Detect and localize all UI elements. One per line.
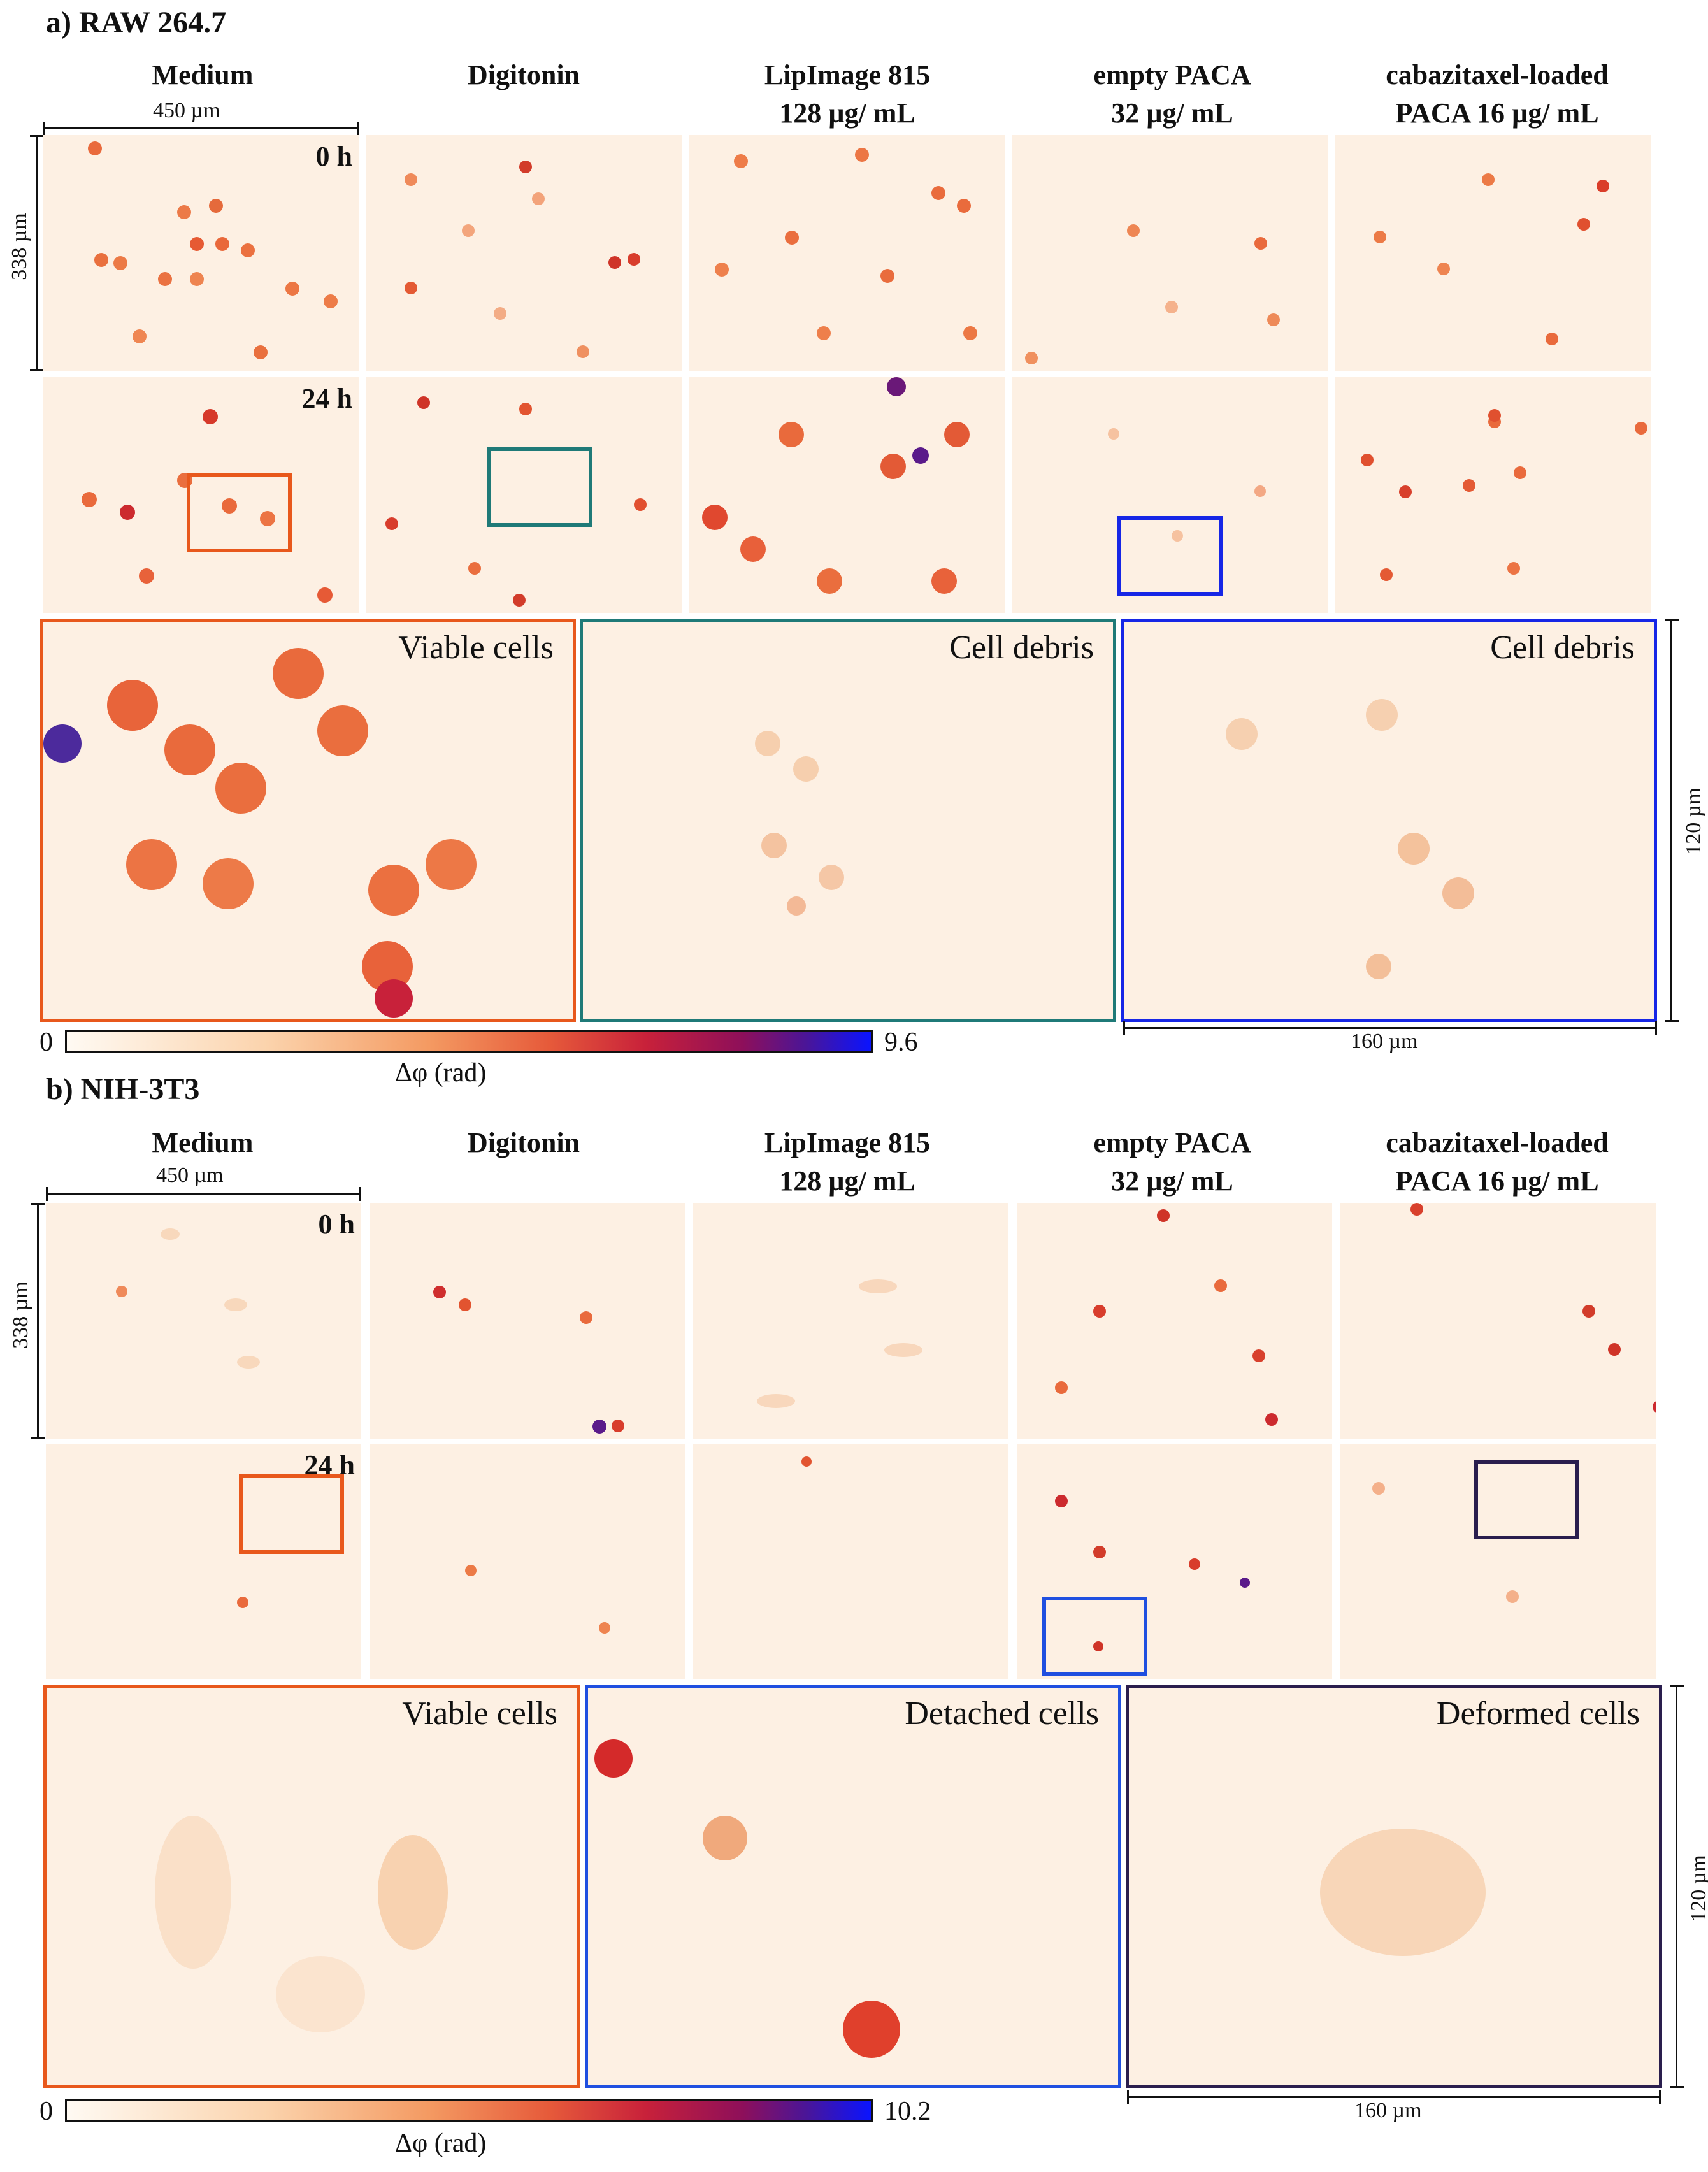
inset-label: Cell debris xyxy=(949,629,1094,666)
col-label-line2: 128 µg/ mL xyxy=(779,97,915,129)
panel-b-selection-detached xyxy=(1042,1597,1147,1676)
panel-b-col-cabazitaxel-paca: cabazitaxel-loaded PACA 16 µg/ mL xyxy=(1338,1124,1656,1200)
panel-b-inset-viable: Viable cells xyxy=(43,1685,580,2088)
panel-b-inset-deformed: Deformed cells xyxy=(1126,1685,1662,2088)
panel-b-digitonin-24h xyxy=(370,1444,685,1679)
time-label-0h: 0 h xyxy=(318,1209,355,1240)
col-label-line2: PACA 16 µg/ mL xyxy=(1395,97,1599,129)
panel-a-selection-viable xyxy=(187,473,292,552)
panel-a-col-medium: Medium xyxy=(43,56,362,94)
panel-a-cabazitaxel-0h xyxy=(1335,135,1651,371)
panel-b-scale-450-label: 450 µm xyxy=(156,1163,224,1187)
panel-a-inset-debris-2: Cell debris xyxy=(1121,619,1657,1022)
panel-b-selection-deformed xyxy=(1474,1460,1579,1539)
col-label-line1: Medium xyxy=(152,1127,254,1158)
panel-b-cabazitaxel-0h xyxy=(1340,1203,1656,1439)
panel-b-scale-450 xyxy=(46,1187,361,1201)
col-label-line1: empty PACA xyxy=(1093,59,1251,90)
panel-a-digitonin-24h xyxy=(366,377,682,613)
panel-a-digitonin-0h xyxy=(366,135,682,371)
panel-a-col-empty-paca: empty PACA 32 µg/ mL xyxy=(1013,56,1331,133)
col-label-line1: Digitonin xyxy=(467,59,580,90)
panel-a-medium-0h: 0 h xyxy=(43,135,359,371)
panel-a-medium-24h: 24 h xyxy=(43,377,359,613)
panel-b-cabazitaxel-24h xyxy=(1340,1444,1656,1679)
panel-a-colorbar xyxy=(65,1030,873,1053)
panel-a-selection-debris-1 xyxy=(487,447,592,527)
panel-a-inset-scale-160 xyxy=(1123,1021,1657,1035)
panel-b-colorbar xyxy=(65,2099,873,2122)
panel-a-colorbar-label: Δφ (rad) xyxy=(395,1058,487,1088)
col-label-line1: cabazitaxel-loaded xyxy=(1386,1127,1609,1158)
panel-b-colorbar-max: 10.2 xyxy=(884,2097,931,2126)
panel-a-inset-viable: Viable cells xyxy=(40,619,576,1022)
col-label-line1: Digitonin xyxy=(467,1127,580,1158)
panel-a-cabazitaxel-24h xyxy=(1335,377,1651,613)
panel-b-inset-scale-160-label: 160 µm xyxy=(1354,2099,1422,2122)
panel-a-colorbar-max: 9.6 xyxy=(884,1028,918,1057)
panel-b-col-digitonin: Digitonin xyxy=(364,1124,683,1162)
panel-b-inset-scale-120-label: 120 µm xyxy=(1686,1855,1708,1922)
time-label-24h: 24 h xyxy=(301,383,352,414)
panel-b-empty-paca-24h xyxy=(1017,1444,1332,1679)
panel-a-empty-paca-24h xyxy=(1012,377,1328,613)
panel-b-medium-24h: 24 h xyxy=(46,1444,361,1679)
col-label-line1: empty PACA xyxy=(1093,1127,1251,1158)
inset-label: Viable cells xyxy=(402,1695,557,1732)
panel-a-col-cabazitaxel-paca: cabazitaxel-loaded PACA 16 µg/ mL xyxy=(1338,56,1656,133)
panel-a-scale-450 xyxy=(43,122,359,136)
panel-b-selection-viable xyxy=(239,1474,344,1554)
panel-a-inset-scale-120 xyxy=(1665,619,1679,1022)
panel-a-title: a) RAW 264.7 xyxy=(46,6,227,40)
col-label-line1: cabazitaxel-loaded xyxy=(1386,59,1609,90)
panel-a-inset-scale-160-label: 160 µm xyxy=(1351,1030,1418,1053)
col-label-line2: 32 µg/ mL xyxy=(1111,1165,1233,1197)
panel-a-lipimage-24h xyxy=(689,377,1005,613)
panel-a-col-lipimage: LipImage 815 128 µg/ mL xyxy=(688,56,1007,133)
panel-b-lipimage-0h xyxy=(693,1203,1008,1439)
panel-b-scale-338 xyxy=(31,1203,45,1439)
col-label-line1: Medium xyxy=(152,59,254,90)
panel-a-colorbar-min: 0 xyxy=(39,1028,53,1057)
panel-a-col-digitonin: Digitonin xyxy=(364,56,683,94)
panel-a-scale-338 xyxy=(30,135,44,371)
panel-b-empty-paca-0h xyxy=(1017,1203,1332,1439)
col-label-line2: 32 µg/ mL xyxy=(1111,97,1233,129)
col-label-line2: PACA 16 µg/ mL xyxy=(1395,1165,1599,1197)
panel-b-medium-0h: 0 h xyxy=(46,1203,361,1439)
panel-b-colorbar-min: 0 xyxy=(39,2097,53,2126)
panel-b-col-medium: Medium xyxy=(43,1124,362,1162)
panel-b-scale-338-label: 338 µm xyxy=(8,1281,32,1349)
col-label-line2: 128 µg/ mL xyxy=(779,1165,915,1197)
panel-a-inset-debris-1: Cell debris xyxy=(580,619,1116,1022)
panel-b-inset-scale-160 xyxy=(1127,2090,1661,2104)
panel-b-colorbar-label: Δφ (rad) xyxy=(395,2129,487,2158)
panel-b-inset-scale-120 xyxy=(1670,1685,1684,2088)
panel-a-lipimage-0h xyxy=(689,135,1005,371)
inset-label: Deformed cells xyxy=(1436,1695,1640,1732)
col-label-line1: LipImage 815 xyxy=(764,1127,931,1158)
time-label-0h: 0 h xyxy=(315,141,352,172)
panel-b-col-empty-paca: empty PACA 32 µg/ mL xyxy=(1013,1124,1331,1200)
inset-label: Viable cells xyxy=(398,629,554,666)
panel-b-lipimage-24h xyxy=(693,1444,1008,1679)
panel-b-digitonin-0h xyxy=(370,1203,685,1439)
panel-a-selection-debris-2 xyxy=(1117,516,1223,596)
panel-b-title: b) NIH-3T3 xyxy=(46,1072,200,1106)
panel-a-empty-paca-0h xyxy=(1012,135,1328,371)
inset-label: Cell debris xyxy=(1490,629,1635,666)
col-label-line1: LipImage 815 xyxy=(764,59,931,90)
inset-label: Detached cells xyxy=(905,1695,1099,1732)
panel-b-col-lipimage: LipImage 815 128 µg/ mL xyxy=(688,1124,1007,1200)
panel-a-inset-scale-120-label: 120 µm xyxy=(1681,788,1705,855)
panel-b-inset-detached: Detached cells xyxy=(585,1685,1121,2088)
panel-a-scale-338-label: 338 µm xyxy=(7,213,31,280)
panel-a-scale-450-label: 450 µm xyxy=(153,99,220,122)
